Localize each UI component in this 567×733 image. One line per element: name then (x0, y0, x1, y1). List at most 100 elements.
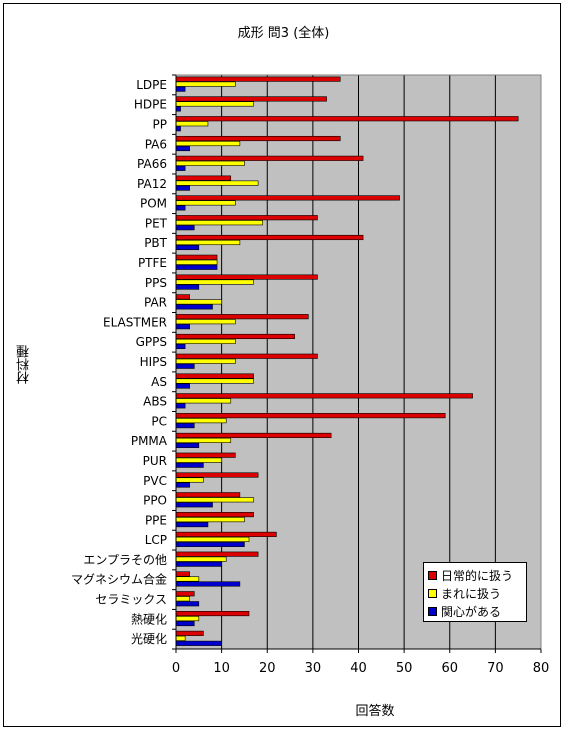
bar (175, 630, 204, 636)
bar (175, 338, 236, 345)
bar (175, 432, 332, 438)
bar (175, 215, 318, 221)
bar (175, 319, 236, 325)
bar (175, 477, 204, 483)
bar (175, 378, 254, 384)
bar (175, 536, 250, 542)
y-tick-label: PTFE (138, 256, 167, 270)
y-tick-label: PAR (144, 296, 167, 310)
bar (175, 581, 241, 587)
bar (175, 106, 181, 112)
bar (175, 601, 200, 607)
bar (175, 343, 186, 350)
bar (175, 155, 364, 161)
bar (175, 492, 241, 498)
bar (175, 294, 190, 300)
bar (175, 205, 186, 211)
bar (175, 502, 213, 508)
y-axis-label: 材料種 (17, 345, 32, 385)
x-tick-label: 40 (350, 661, 367, 676)
x-tick-label: 0 (172, 661, 180, 676)
x-tick-label: 50 (396, 661, 413, 676)
y-tick-label: ELASTMER (103, 315, 167, 329)
bar (175, 314, 309, 320)
x-tick-label: 80 (533, 661, 550, 676)
legend-label: 日常的に扱う (441, 568, 514, 583)
bar (175, 279, 254, 285)
y-tick-label: 光硬化 (131, 632, 167, 646)
bar (175, 195, 400, 201)
bar (175, 442, 200, 448)
y-tick-label: PA12 (137, 177, 167, 191)
bar (175, 640, 222, 646)
bar (175, 234, 364, 241)
bar (175, 522, 209, 528)
bar (175, 333, 295, 340)
bar (175, 358, 236, 364)
bar (175, 616, 200, 622)
y-tick-label: AS (151, 375, 167, 389)
bar (175, 452, 236, 458)
y-tick-label: PBT (144, 236, 167, 250)
bar (175, 180, 259, 186)
bar (175, 304, 213, 310)
bar (175, 274, 318, 280)
bar (175, 239, 241, 246)
bar (175, 576, 200, 582)
bar (175, 457, 222, 463)
bar (175, 101, 254, 107)
legend-label: 関心がある (441, 604, 502, 619)
bar (175, 284, 200, 290)
bar (175, 165, 186, 171)
bar (175, 259, 218, 265)
bar (175, 220, 263, 226)
y-tick-label: PPO (143, 494, 167, 508)
bar (175, 591, 195, 597)
bar (175, 353, 318, 359)
bar (175, 225, 195, 231)
y-tick-label: PPE (145, 513, 167, 527)
bar (175, 96, 327, 102)
legend: 日常的に扱うまれに扱う関心がある (423, 562, 527, 622)
bar (175, 145, 190, 152)
bar (175, 403, 186, 409)
bar (175, 116, 519, 122)
legend-item: 関心がある (428, 603, 501, 619)
bar (175, 517, 245, 523)
bar (175, 541, 245, 547)
bar (175, 363, 195, 369)
bar (175, 418, 227, 424)
bar (175, 81, 236, 87)
bar (175, 140, 241, 147)
bar (175, 373, 254, 379)
y-tick-label: HDPE (134, 98, 167, 112)
bar (175, 472, 259, 478)
bar (175, 175, 232, 181)
y-tick-label: PUR (143, 454, 167, 468)
x-tick-label: 10 (213, 661, 230, 676)
bar (175, 393, 473, 399)
y-tick-label: 熱硬化 (131, 612, 167, 626)
bar (175, 596, 190, 602)
bar (175, 611, 250, 617)
bar (175, 635, 186, 641)
legend-item: まれに扱う (428, 585, 501, 601)
x-axis-label: 回答数 (355, 704, 395, 719)
bar (175, 462, 204, 468)
bar (175, 571, 190, 577)
bar (175, 121, 209, 127)
bar (175, 621, 195, 627)
y-tick-label: PVC (143, 474, 167, 488)
bar (175, 126, 181, 132)
y-tick-label: PP (153, 117, 167, 131)
legend-swatch (428, 606, 437, 616)
bar (175, 551, 259, 557)
x-tick-label: 30 (305, 661, 322, 676)
bar (175, 200, 236, 206)
y-tick-label: PMMA (131, 434, 168, 448)
bar (175, 299, 222, 305)
bar (175, 398, 232, 404)
y-tick-label: GPPS (136, 335, 167, 349)
bar (175, 86, 186, 92)
bar (175, 561, 222, 567)
